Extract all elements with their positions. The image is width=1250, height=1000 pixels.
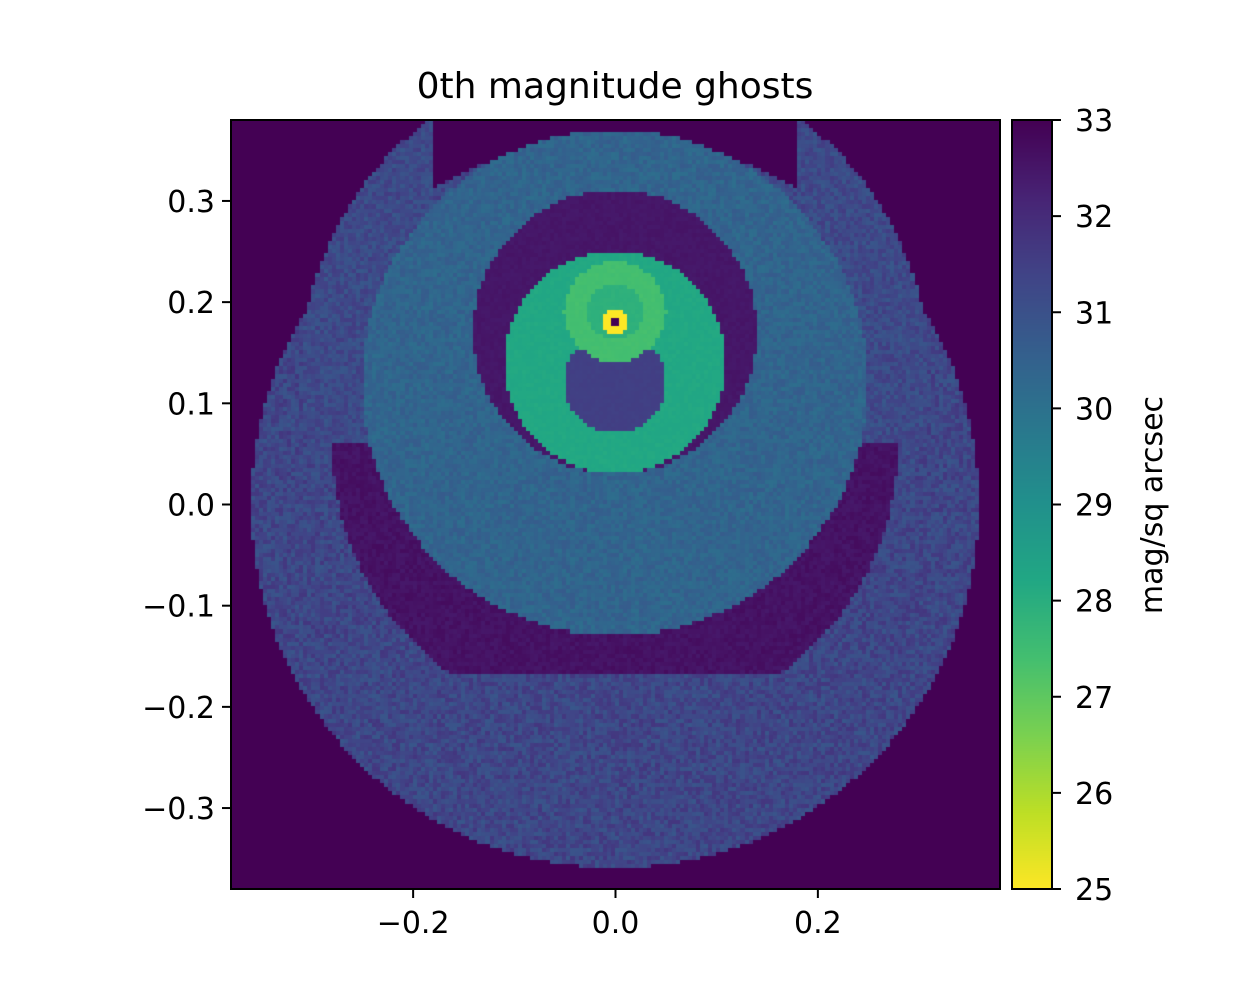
- colorbar-ticks: 25 26 27 28 29 30 31 32 33: [1052, 104, 1113, 908]
- plot-area: [230, 119, 1001, 890]
- colorbar-tick-label: 30: [1075, 392, 1113, 427]
- y-tick-label: 0.3: [167, 185, 215, 220]
- y-tick-label: 0.2: [167, 286, 215, 321]
- x-tick-label: 0.0: [592, 906, 640, 941]
- heatmap-image: [231, 120, 1000, 889]
- y-tick-label: −0.2: [142, 691, 215, 726]
- colorbar-tick-label: 26: [1075, 777, 1113, 812]
- x-axis: −0.2 0.0 0.2: [377, 889, 842, 941]
- colorbar-tick-label: 25: [1075, 873, 1113, 908]
- y-axis: −0.3 −0.2 −0.1 0.0 0.1 0.2 0.3: [142, 185, 231, 827]
- colorbar-tick-label: 31: [1075, 296, 1113, 331]
- y-tick-label: 0.0: [167, 489, 215, 524]
- y-tick-label: 0.1: [167, 387, 215, 422]
- colorbar: 25 26 27 28 29 30 31 32 33 mag/sq arcsec: [1011, 104, 1170, 908]
- colorbar-tick-label: 33: [1075, 104, 1113, 139]
- x-tick-label: −0.2: [377, 906, 450, 941]
- y-tick-label: −0.3: [142, 792, 215, 827]
- y-tick-label: −0.1: [142, 590, 215, 625]
- colorbar-tick-label: 29: [1075, 489, 1113, 524]
- colorbar-label: mag/sq arcsec: [1135, 396, 1170, 614]
- colorbar-tick-label: 32: [1075, 200, 1113, 235]
- colorbar-tick-label: 28: [1075, 585, 1113, 620]
- x-tick-label: 0.2: [794, 906, 842, 941]
- chart-title: 0th magnitude ghosts: [417, 66, 814, 107]
- colorbar-tick-label: 27: [1075, 681, 1113, 716]
- colorbar-gradient: [1012, 120, 1052, 889]
